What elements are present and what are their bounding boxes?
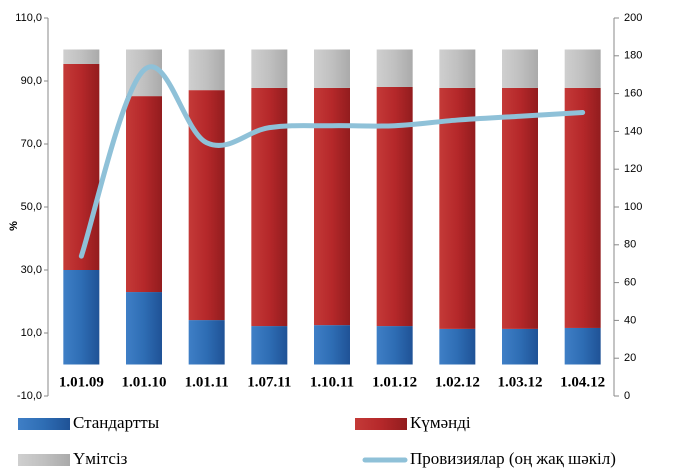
bar-segment (376, 49, 413, 87)
x-tick-label: 1.01.12 (372, 374, 417, 390)
x-tick-label: 1.02.12 (435, 374, 480, 390)
y2-tick-label: 160 (624, 88, 642, 100)
x-tick-label: 1.04.12 (560, 374, 605, 390)
y2-tick-label: 200 (624, 12, 642, 24)
y2-tick-label: 40 (624, 314, 636, 326)
line (78, 64, 586, 259)
legend-label: Үмітсіз (73, 449, 128, 468)
legend-swatch (355, 418, 407, 430)
bar-segment (314, 49, 350, 88)
bar-segment (314, 325, 350, 365)
bar-segment (251, 326, 288, 365)
y2-tick-label: 120 (624, 163, 642, 175)
bar-segment (251, 49, 288, 88)
bar-segment (63, 49, 100, 64)
y-tick-label: 50,0 (21, 201, 42, 213)
x-tick-label: 1.07.11 (247, 374, 291, 390)
bar-segment (188, 320, 225, 365)
bar-segment (439, 328, 476, 365)
bar-segment (564, 87, 601, 328)
y-tick-label: 70,0 (21, 138, 42, 150)
y2-tick-label: 0 (624, 390, 630, 402)
legend-label: Күмәнді (410, 413, 471, 432)
bar-segment (439, 49, 476, 88)
y2-tick-label: 180 (624, 50, 642, 62)
bar-segment (564, 49, 601, 88)
bar-segment (251, 87, 288, 327)
y-tick-label: 10,0 (21, 327, 42, 339)
bar-segment (126, 292, 162, 365)
x-tick-label: 1.01.10 (122, 374, 167, 390)
x-tick-label: 1.01.11 (185, 374, 229, 390)
legend-label: Провизиялар (оң жақ шәкіл) (410, 449, 616, 468)
bar-segment (126, 96, 162, 293)
bar-segment (502, 87, 538, 329)
x-tick-label: 1.10.11 (310, 374, 354, 390)
y2-tick-label: 60 (624, 277, 636, 289)
x-tick-label: 1.03.12 (498, 374, 543, 390)
bar-segment (63, 63, 100, 270)
x-tick-label: 1.01.09 (59, 374, 104, 390)
legend-label: Стандартты (73, 413, 160, 432)
y-axis-label: % (8, 221, 20, 231)
bar-segment (439, 87, 476, 329)
bar-segment (188, 90, 225, 321)
y-tick-label: 90,0 (21, 75, 42, 87)
bar-segment (188, 49, 225, 91)
bar-segment (502, 49, 538, 88)
legend-swatch (18, 418, 70, 430)
y2-tick-label: 20 (624, 352, 636, 364)
bar-segment (63, 270, 100, 365)
y-tick-label: 110,0 (15, 12, 42, 24)
y-tick-label: 30,0 (21, 264, 42, 276)
y2-tick-label: 80 (624, 239, 636, 251)
bar-segment (376, 326, 413, 365)
y2-tick-label: 100 (624, 201, 642, 213)
y2-tick-label: 140 (624, 125, 642, 137)
legend-swatch (18, 454, 70, 466)
y-tick-label: -10,0 (17, 390, 42, 402)
bar-segment (502, 328, 538, 365)
bar-segment (564, 327, 601, 365)
